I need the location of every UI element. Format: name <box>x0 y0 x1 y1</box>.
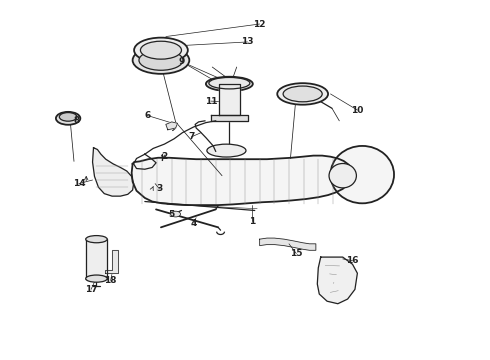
Polygon shape <box>86 239 107 279</box>
Polygon shape <box>219 84 240 116</box>
Ellipse shape <box>329 163 356 188</box>
Text: 13: 13 <box>241 37 254 46</box>
Ellipse shape <box>209 77 250 89</box>
Polygon shape <box>93 148 134 196</box>
Ellipse shape <box>277 83 328 105</box>
Text: 14: 14 <box>73 179 85 188</box>
Ellipse shape <box>283 86 322 102</box>
Text: 15: 15 <box>290 249 302 258</box>
Polygon shape <box>318 257 357 304</box>
Ellipse shape <box>86 275 107 282</box>
Ellipse shape <box>86 235 107 243</box>
Text: 16: 16 <box>346 256 359 265</box>
Ellipse shape <box>134 38 188 63</box>
Ellipse shape <box>59 113 77 121</box>
Ellipse shape <box>331 146 394 203</box>
Text: 4: 4 <box>191 219 197 228</box>
Text: 1: 1 <box>249 217 255 226</box>
Text: 2: 2 <box>161 152 168 161</box>
Text: 10: 10 <box>351 105 364 114</box>
Ellipse shape <box>206 77 253 91</box>
Text: 9: 9 <box>178 57 185 66</box>
Ellipse shape <box>207 144 246 157</box>
Polygon shape <box>211 116 248 121</box>
Ellipse shape <box>171 211 180 217</box>
Ellipse shape <box>139 50 183 70</box>
Ellipse shape <box>56 112 80 125</box>
Text: 11: 11 <box>204 96 217 105</box>
Text: 3: 3 <box>156 184 163 193</box>
Ellipse shape <box>133 46 189 74</box>
Text: 18: 18 <box>104 276 117 285</box>
Text: 12: 12 <box>253 19 266 28</box>
Ellipse shape <box>141 41 181 59</box>
Polygon shape <box>132 156 352 205</box>
Text: 7: 7 <box>188 132 195 141</box>
Text: 6: 6 <box>144 111 150 120</box>
Text: 17: 17 <box>85 285 98 294</box>
Polygon shape <box>260 238 316 250</box>
Polygon shape <box>166 122 177 130</box>
Text: 8: 8 <box>74 116 79 125</box>
Text: 5: 5 <box>169 210 175 219</box>
Polygon shape <box>105 250 119 273</box>
